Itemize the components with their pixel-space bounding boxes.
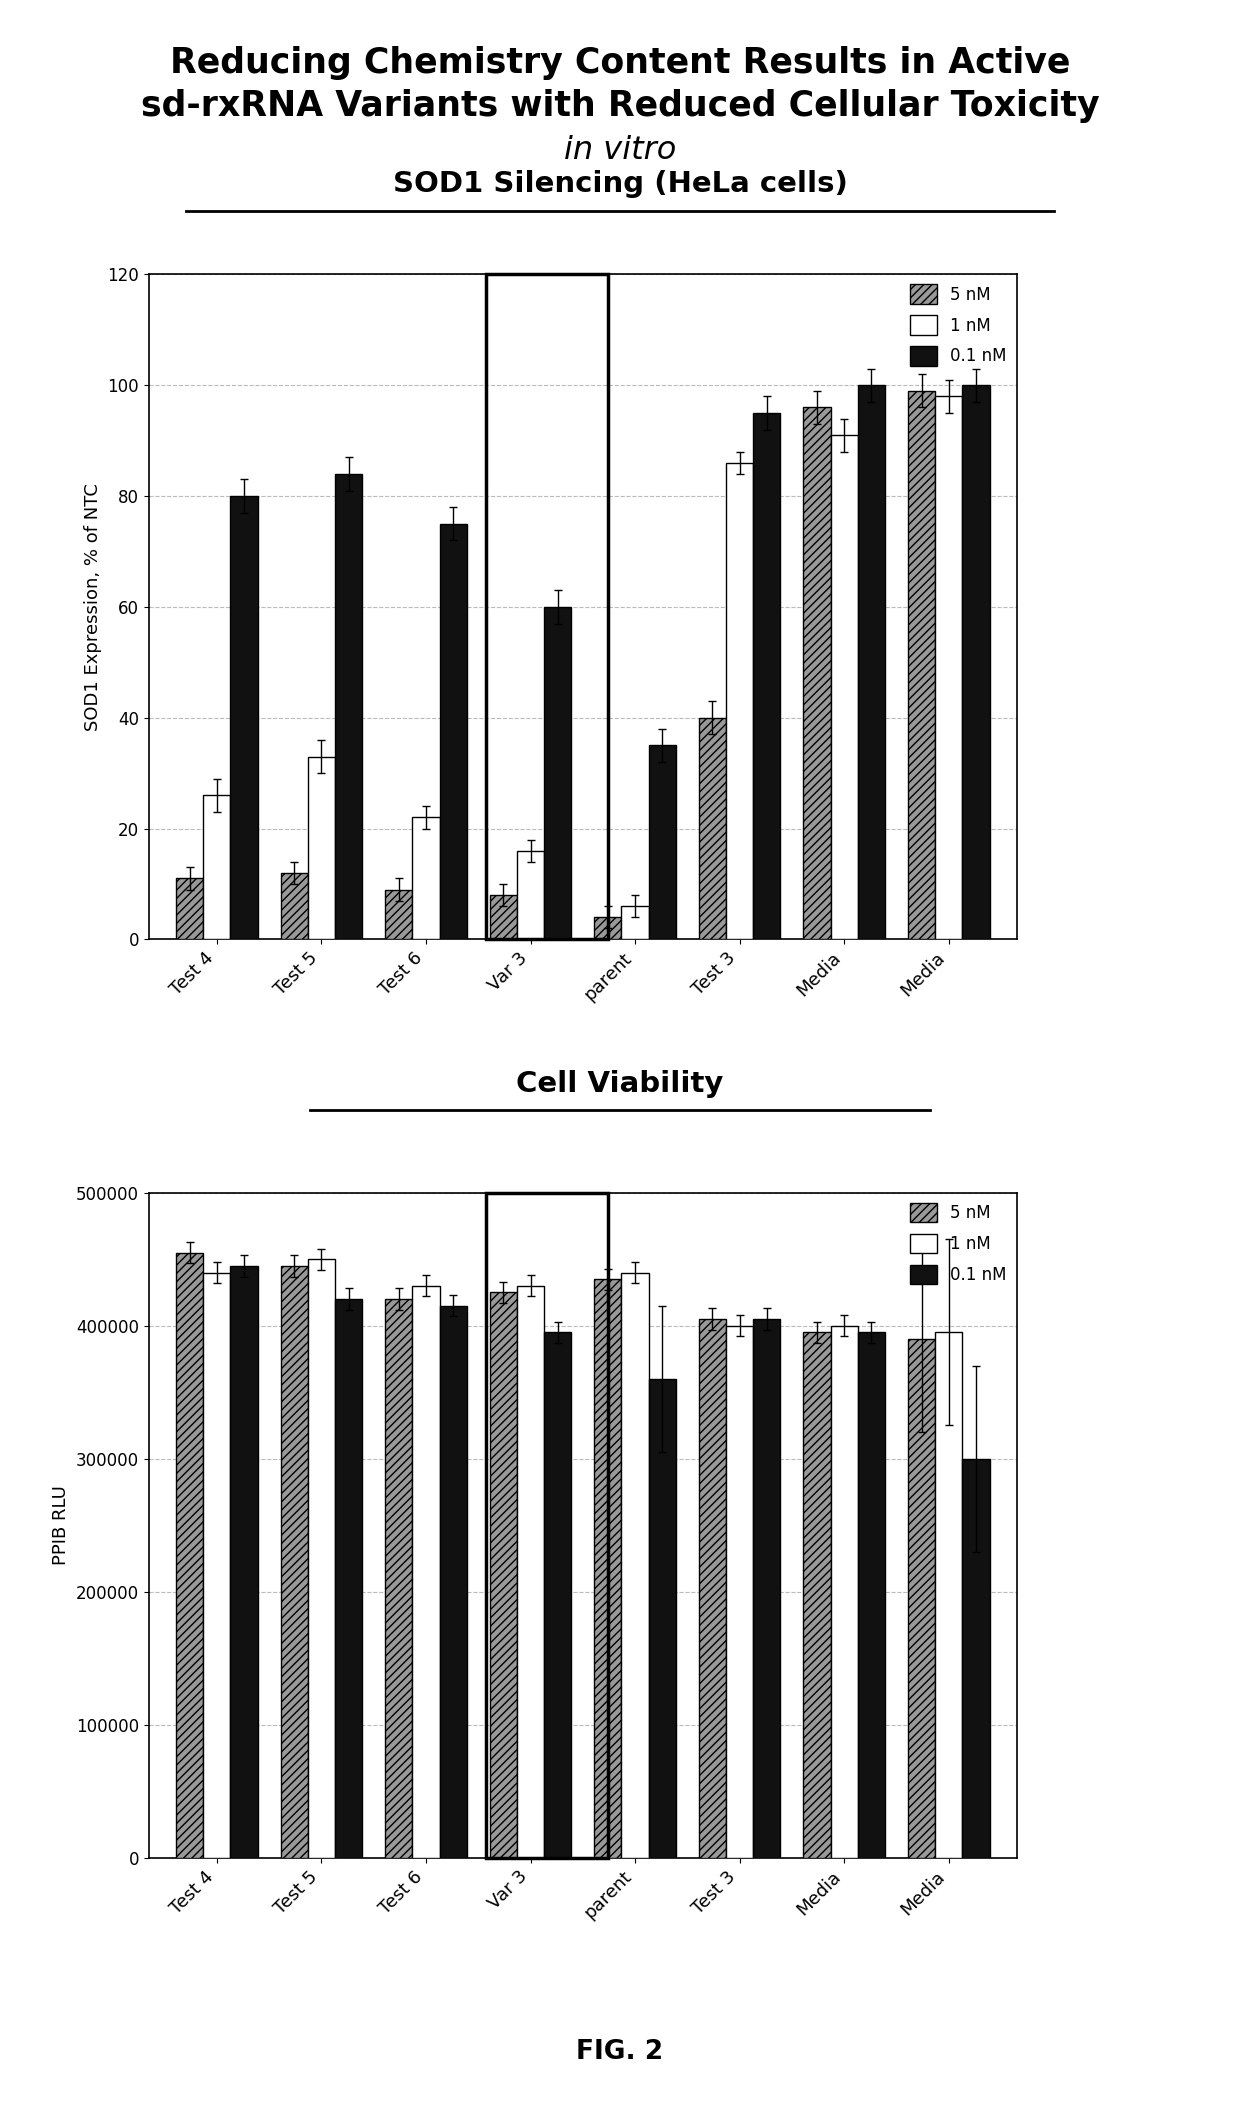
Bar <box>753 1319 780 1858</box>
Bar <box>280 874 308 939</box>
Bar <box>335 475 362 939</box>
Bar <box>804 1332 831 1858</box>
Bar <box>544 1332 572 1858</box>
Bar <box>231 1267 258 1858</box>
Bar <box>176 1252 203 1858</box>
Bar <box>962 1459 990 1858</box>
Bar <box>490 895 517 939</box>
Legend: 5 nM, 1 nM, 0.1 nM: 5 nM, 1 nM, 0.1 nM <box>904 279 1013 372</box>
Bar <box>203 1273 231 1858</box>
Text: SOD1 Silencing (HeLa cells): SOD1 Silencing (HeLa cells) <box>393 171 847 198</box>
Bar <box>386 1298 413 1858</box>
Bar <box>753 414 780 939</box>
Bar <box>486 274 608 939</box>
Bar <box>231 496 258 939</box>
Bar <box>727 1326 753 1858</box>
Bar <box>439 524 466 939</box>
Y-axis label: SOD1 Expression, % of NTC: SOD1 Expression, % of NTC <box>84 483 102 730</box>
Bar <box>486 1193 608 1858</box>
Bar <box>517 851 544 939</box>
Text: sd-rxRNA Variants with Reduced Cellular Toxicity: sd-rxRNA Variants with Reduced Cellular … <box>140 89 1100 122</box>
Bar <box>413 1286 439 1858</box>
Bar <box>935 1332 962 1858</box>
Bar <box>649 1378 676 1858</box>
Bar <box>439 1307 466 1858</box>
Bar <box>804 407 831 939</box>
Bar <box>335 1298 362 1858</box>
Bar <box>935 397 962 939</box>
Bar <box>621 1273 649 1858</box>
Bar <box>831 435 858 939</box>
Bar <box>699 718 727 939</box>
Legend: 5 nM, 1 nM, 0.1 nM: 5 nM, 1 nM, 0.1 nM <box>904 1197 1013 1290</box>
Bar <box>727 462 753 939</box>
Bar <box>908 391 935 939</box>
Bar <box>962 384 990 939</box>
Bar <box>280 1267 308 1858</box>
Bar <box>386 889 413 939</box>
Text: Cell Viability: Cell Viability <box>516 1070 724 1098</box>
Bar <box>831 1326 858 1858</box>
Bar <box>413 817 439 939</box>
Bar <box>858 1332 885 1858</box>
Bar <box>699 1319 727 1858</box>
Bar <box>176 878 203 939</box>
Y-axis label: PPIB RLU: PPIB RLU <box>52 1486 71 1564</box>
Bar <box>308 1258 335 1858</box>
Bar <box>517 1286 544 1858</box>
Bar <box>594 1279 621 1858</box>
Bar <box>203 796 231 939</box>
Bar <box>544 608 572 939</box>
Bar <box>858 384 885 939</box>
Text: FIG. 2: FIG. 2 <box>577 2039 663 2065</box>
Bar <box>594 916 621 939</box>
Bar <box>490 1292 517 1858</box>
Text: in vitro: in vitro <box>564 135 676 167</box>
Bar <box>621 906 649 939</box>
Bar <box>649 745 676 939</box>
Bar <box>908 1338 935 1858</box>
Text: Reducing Chemistry Content Results in Active: Reducing Chemistry Content Results in Ac… <box>170 46 1070 80</box>
Bar <box>308 756 335 939</box>
